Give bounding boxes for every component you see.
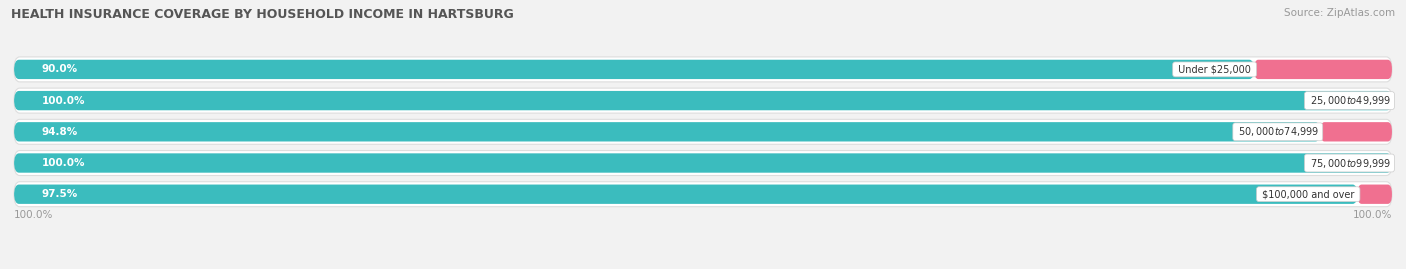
Text: 100.0%: 100.0%	[42, 95, 86, 106]
FancyBboxPatch shape	[14, 185, 1358, 204]
FancyBboxPatch shape	[1320, 122, 1392, 141]
Text: 97.5%: 97.5%	[42, 189, 77, 199]
FancyBboxPatch shape	[14, 88, 1392, 113]
FancyBboxPatch shape	[14, 151, 1392, 175]
Text: 100.0%: 100.0%	[42, 158, 86, 168]
Text: $50,000 to $74,999: $50,000 to $74,999	[1236, 125, 1320, 138]
Text: $75,000 to $99,999: $75,000 to $99,999	[1308, 157, 1392, 169]
Text: $100,000 and over: $100,000 and over	[1258, 189, 1358, 199]
Text: Under $25,000: Under $25,000	[1175, 64, 1254, 75]
Text: 100.0%: 100.0%	[1353, 210, 1392, 220]
Text: HEALTH INSURANCE COVERAGE BY HOUSEHOLD INCOME IN HARTSBURG: HEALTH INSURANCE COVERAGE BY HOUSEHOLD I…	[11, 8, 515, 21]
FancyBboxPatch shape	[14, 60, 1254, 79]
Text: Source: ZipAtlas.com: Source: ZipAtlas.com	[1284, 8, 1395, 18]
Text: 90.0%: 90.0%	[42, 64, 77, 75]
FancyBboxPatch shape	[14, 182, 1392, 207]
FancyBboxPatch shape	[1254, 60, 1392, 79]
FancyBboxPatch shape	[14, 122, 1320, 141]
Text: 100.0%: 100.0%	[14, 210, 53, 220]
FancyBboxPatch shape	[14, 91, 1392, 110]
FancyBboxPatch shape	[14, 57, 1392, 82]
Text: $25,000 to $49,999: $25,000 to $49,999	[1308, 94, 1392, 107]
Text: 94.8%: 94.8%	[42, 127, 77, 137]
FancyBboxPatch shape	[14, 119, 1392, 144]
FancyBboxPatch shape	[14, 153, 1392, 173]
FancyBboxPatch shape	[1358, 185, 1392, 204]
